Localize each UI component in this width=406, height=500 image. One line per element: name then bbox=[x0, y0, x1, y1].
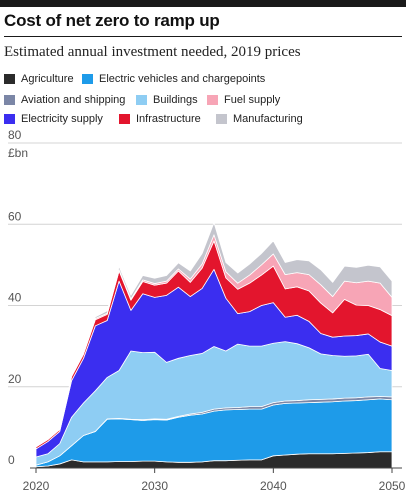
y-axis-unit-label: £bn bbox=[8, 146, 28, 160]
x-tick-label: 2050 bbox=[379, 479, 406, 493]
legend-item-fuel-supply: Fuel supply bbox=[207, 94, 280, 106]
legend-item-agriculture: Agriculture bbox=[4, 73, 74, 85]
legend-item-buildings: Buildings bbox=[136, 94, 198, 106]
legend-swatch bbox=[4, 114, 15, 124]
legend-item-aviation-shipping: Aviation and shipping bbox=[4, 94, 125, 106]
y-tick-label: 0 bbox=[8, 453, 15, 467]
x-tick-label: 2020 bbox=[23, 479, 50, 493]
top-accent-bar bbox=[0, 0, 406, 7]
legend-label: Manufacturing bbox=[233, 113, 303, 125]
chart-subtitle: Estimated annual investment needed, 2019… bbox=[4, 44, 301, 60]
legend-label: Agriculture bbox=[21, 73, 74, 85]
chart-title: Cost of net zero to ramp up bbox=[4, 11, 220, 30]
legend-swatch bbox=[4, 74, 15, 84]
y-tick-label: 80 bbox=[8, 128, 22, 142]
chart-legend: Agriculture Electric vehicles and charge… bbox=[4, 73, 404, 133]
legend-item-electricity-supply: Electricity supply bbox=[4, 113, 103, 125]
legend-label: Infrastructure bbox=[136, 113, 201, 125]
legend-label: Buildings bbox=[153, 94, 198, 106]
legend-label: Fuel supply bbox=[224, 94, 281, 106]
title-divider bbox=[4, 36, 402, 37]
legend-swatch bbox=[136, 95, 147, 105]
legend-item-electric-vehicles: Electric vehicles and chargepoints bbox=[82, 73, 265, 85]
legend-item-manufacturing: Manufacturing bbox=[216, 113, 303, 125]
y-tick-label: 60 bbox=[8, 209, 22, 223]
area-manufacturing bbox=[35, 222, 393, 448]
legend-swatch bbox=[4, 95, 15, 105]
x-tick-label: 2030 bbox=[141, 479, 168, 493]
x-tick-label: 2040 bbox=[260, 479, 287, 493]
area-series-layer bbox=[35, 222, 393, 469]
legend-swatch bbox=[82, 74, 93, 84]
legend-label: Aviation and shipping bbox=[21, 94, 126, 106]
legend-label: Electric vehicles and chargepoints bbox=[99, 73, 266, 85]
y-tick-label: 20 bbox=[8, 372, 22, 386]
legend-swatch bbox=[119, 114, 130, 124]
legend-label: Electricity supply bbox=[21, 113, 103, 125]
y-tick-label: 40 bbox=[8, 291, 22, 305]
legend-swatch bbox=[216, 114, 227, 124]
legend-item-infrastructure: Infrastructure bbox=[119, 113, 201, 125]
legend-swatch bbox=[207, 95, 218, 105]
